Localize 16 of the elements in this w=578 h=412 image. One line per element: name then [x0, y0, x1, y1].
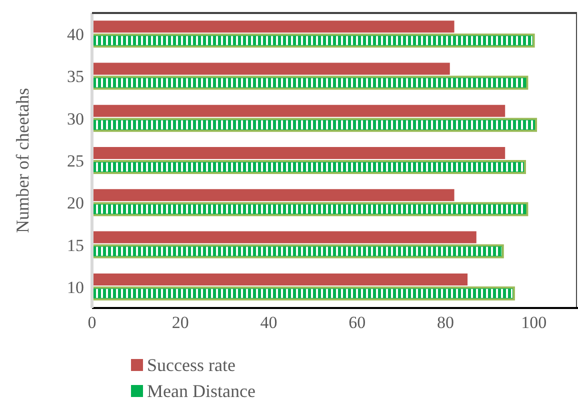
- x-tick-label: 80: [436, 313, 454, 332]
- y-tick-label: 25: [67, 152, 84, 171]
- y-axis-title: Number of cheetahs: [12, 88, 32, 233]
- y-tick-label: 15: [67, 236, 84, 255]
- x-tick-label: 0: [88, 313, 96, 332]
- x-tick-label: 100: [521, 313, 547, 332]
- legend-label: Success rate: [147, 354, 236, 377]
- x-tick-label: 60: [348, 313, 366, 332]
- y-tick-label: 40: [67, 25, 84, 44]
- y-tick-label: 35: [67, 67, 84, 86]
- y-tick-label: 20: [67, 194, 84, 213]
- legend-label: Mean Distance: [147, 380, 256, 403]
- y-tick-label: 30: [67, 109, 84, 128]
- y-tick-label: 10: [67, 278, 84, 297]
- x-tick-label: 20: [172, 313, 189, 332]
- x-tick-label: 40: [260, 313, 278, 332]
